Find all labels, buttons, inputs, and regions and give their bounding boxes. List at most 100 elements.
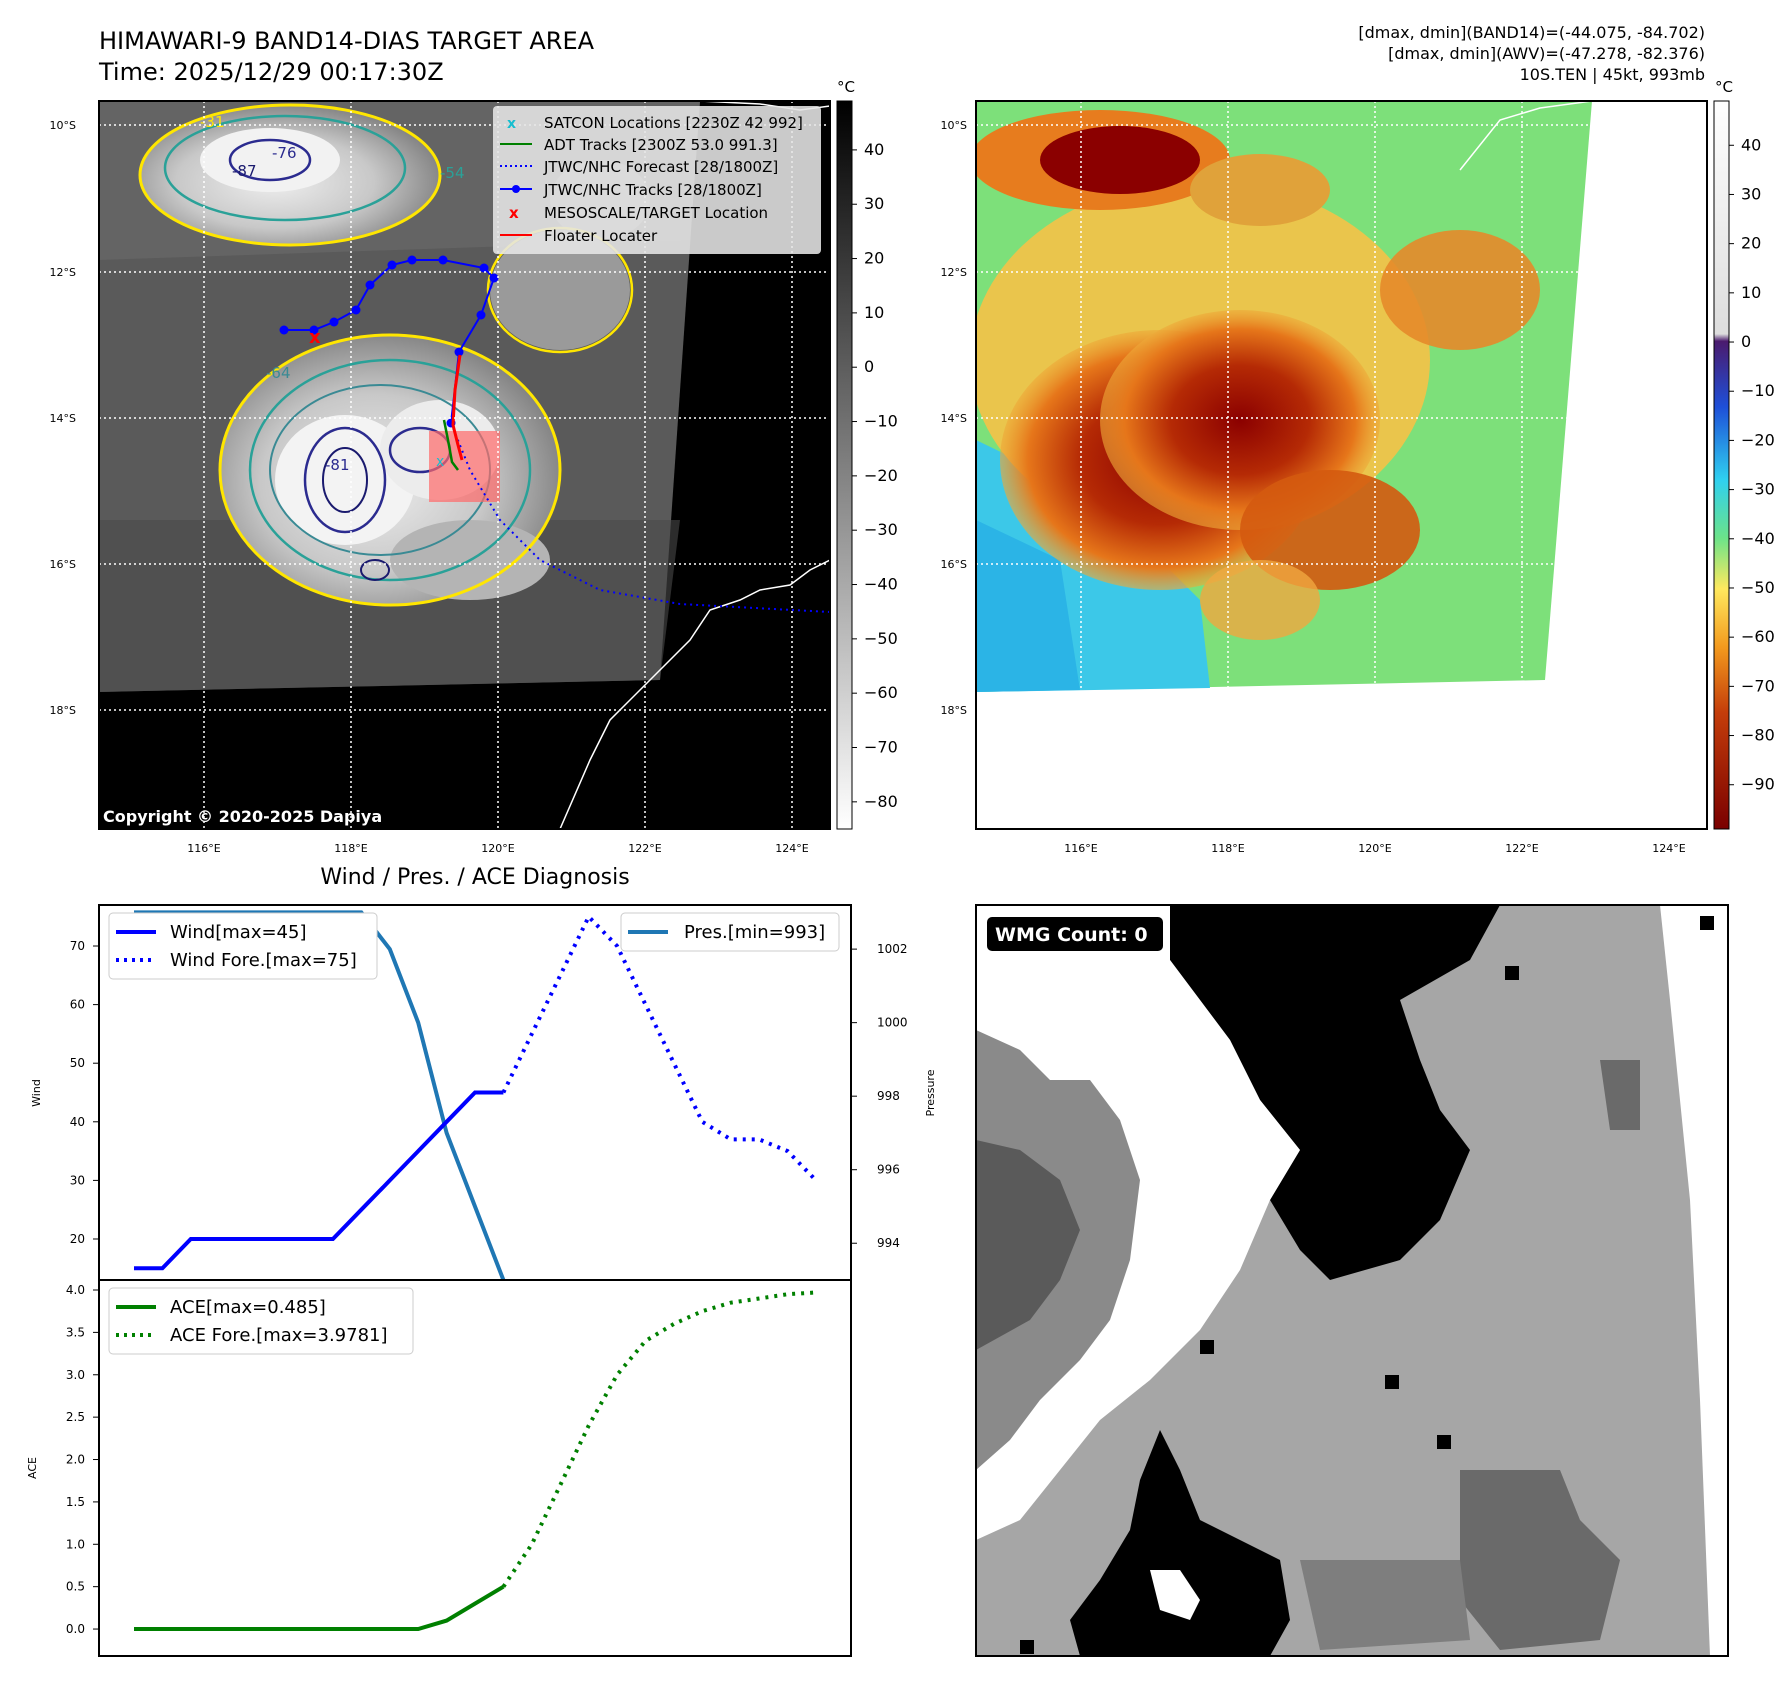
lat-labels-right: 10°S 12°S 14°S 16°S 18°S bbox=[941, 119, 967, 717]
y-tick-label: 2.0 bbox=[66, 1453, 85, 1467]
wind-ylabel: Wind bbox=[30, 1079, 43, 1107]
map-gridlines bbox=[99, 101, 830, 829]
mesoscale-target-box bbox=[429, 431, 500, 502]
svg-text:116°E: 116°E bbox=[1064, 842, 1097, 855]
svg-text:120°E: 120°E bbox=[481, 842, 514, 855]
y-tick-label: 4.0 bbox=[66, 1283, 85, 1297]
awv-gridlines bbox=[976, 101, 1707, 829]
colorbar-tick-label: −50 bbox=[1741, 578, 1775, 597]
colorbar-tick-label: −40 bbox=[1741, 529, 1775, 548]
contour-87 bbox=[322, 447, 368, 513]
y2-tick-label: 998 bbox=[877, 1089, 900, 1103]
contour-label: -64 bbox=[266, 364, 291, 382]
lon-labels-left: 116°E 118°E 120°E 122°E 124°E bbox=[187, 842, 808, 855]
y-tick-label: 3.0 bbox=[66, 1368, 85, 1382]
ir-map-panel: -31 -54 -64 -76 -81 -87 x x bbox=[99, 101, 830, 829]
series-line-0-2 bbox=[134, 910, 506, 1281]
pressure-ylabel: Pressure bbox=[924, 1069, 937, 1116]
coastline bbox=[559, 559, 830, 829]
colorbar-tick-label: −30 bbox=[864, 520, 898, 539]
series-line-0-0 bbox=[134, 1090, 504, 1271]
contour-label: -87 bbox=[232, 162, 257, 180]
svg-text:14°S: 14°S bbox=[50, 412, 76, 425]
wmg-black-region-bottom bbox=[1070, 1430, 1290, 1656]
colorbar-tick-label: 10 bbox=[864, 303, 884, 322]
legend-satcon: SATCON Locations [2230Z 42 992] bbox=[544, 114, 803, 132]
contour-label: -31 bbox=[200, 113, 225, 131]
lat-labels-left: 10°S 12°S 14°S 16°S 18°S bbox=[50, 119, 76, 717]
lon-labels-right: 116°E 118°E 120°E 122°E 124°E bbox=[1064, 842, 1685, 855]
svg-text:12°S: 12°S bbox=[941, 266, 967, 279]
colorbar-tick-label: −60 bbox=[1741, 627, 1775, 646]
colorbar-tick-label: −10 bbox=[864, 412, 898, 431]
colorbar-tick-label: −70 bbox=[1741, 676, 1775, 695]
y-tick-label: 2.5 bbox=[66, 1410, 85, 1424]
colorbar-gray: °C 40 30 20 10 0 −10 −20 −30 −40 −50 −60 −70 −80 bbox=[836, 78, 898, 830]
svg-text:118°E: 118°E bbox=[334, 842, 367, 855]
colorbar-tick-label: −10 bbox=[1741, 381, 1775, 400]
ace-legend: ACE[max=0.485] ACE Fore.[max=3.9781] bbox=[108, 1287, 414, 1355]
colorbar-tick-label: −20 bbox=[1741, 430, 1775, 449]
contour-54 bbox=[248, 358, 532, 582]
awv-map-panel bbox=[976, 101, 1707, 829]
y-tick-label: 70 bbox=[70, 939, 85, 953]
y-tick-label: 0.0 bbox=[66, 1622, 85, 1636]
storm-info: 10S.TEN | 45kt, 993mb bbox=[1520, 65, 1705, 84]
y-tick-label: 30 bbox=[70, 1173, 85, 1187]
contour-31 bbox=[218, 333, 562, 607]
diag-title: Wind / Pres. / ACE Diagnosis bbox=[320, 865, 629, 890]
svg-text:18°S: 18°S bbox=[50, 704, 76, 717]
legend-forecast: JTWC/NHC Forecast [28/1800Z] bbox=[543, 158, 778, 176]
wmg-panel: WMG Count: 0 bbox=[975, 904, 1729, 1657]
copyright: Copyright © 2020-2025 Dapiya bbox=[103, 807, 382, 826]
svg-text:122°E: 122°E bbox=[628, 842, 661, 855]
svg-text:122°E: 122°E bbox=[1505, 842, 1538, 855]
satcon-marker: x bbox=[436, 454, 444, 470]
colorbar-tick-label: 40 bbox=[864, 140, 884, 159]
adt-track bbox=[442, 419, 459, 471]
colorbar-tick-label: −60 bbox=[864, 683, 898, 702]
figure-title: HIMAWARI-9 BAND14-DIAS TARGET AREA bbox=[99, 27, 595, 55]
y-tick-label: 1.0 bbox=[66, 1537, 85, 1551]
colorbar-tick-label: 30 bbox=[1741, 184, 1761, 203]
legend-ace: ACE[max=0.485] bbox=[170, 1297, 326, 1318]
y-tick-label: 60 bbox=[70, 998, 85, 1012]
svg-text:10°S: 10°S bbox=[50, 119, 76, 132]
svg-text:116°E: 116°E bbox=[187, 842, 220, 855]
svg-text:14°S: 14°S bbox=[941, 412, 967, 425]
colorbar-color: °C 40 30 20 10 0 −10 −20 −30 −40 −50 −60 −70 −80 −90 bbox=[1713, 78, 1775, 830]
y-tick-label: 3.5 bbox=[66, 1325, 85, 1339]
legend-target-icon: x bbox=[509, 204, 519, 222]
dm-band14: [dmax, dmin](BAND14)=(-44.075, -84.702) bbox=[1358, 23, 1705, 42]
svg-text:18°S: 18°S bbox=[941, 704, 967, 717]
svg-text:10°S: 10°S bbox=[941, 119, 967, 132]
wind-pressure-chart: 20 30 40 50 60 70 994 996 998 1000 1002 Wind Pres… bbox=[30, 904, 937, 1281]
legend-target: MESOSCALE/TARGET Location bbox=[544, 204, 768, 222]
ace-ylabel: ACE bbox=[26, 1457, 39, 1479]
svg-text:12°S: 12°S bbox=[50, 266, 76, 279]
legend-wind-fore: Wind Fore.[max=75] bbox=[170, 950, 357, 971]
colorbar-tick-label: 20 bbox=[864, 249, 884, 268]
y-tick-label: 20 bbox=[70, 1232, 85, 1246]
colorbar-gray-unit: °C bbox=[837, 78, 855, 96]
colorbar-tick-label: −80 bbox=[1741, 726, 1775, 745]
svg-text:16°S: 16°S bbox=[50, 558, 76, 571]
figure-time: Time: 2025/12/29 00:17:30Z bbox=[98, 58, 444, 86]
target-marker: x bbox=[309, 327, 321, 348]
series-line-0-1 bbox=[501, 913, 818, 1182]
colorbar-tick-label: 30 bbox=[864, 194, 884, 213]
colorbar-tick-label: 0 bbox=[864, 357, 874, 376]
legend-floater: Floater Locater bbox=[544, 227, 658, 245]
legend-pres: Pres.[min=993] bbox=[684, 922, 825, 943]
series-line-1-0 bbox=[134, 1584, 505, 1631]
svg-text:120°E: 120°E bbox=[1358, 842, 1391, 855]
legend-satcon-icon: x bbox=[507, 116, 516, 132]
colorbar-tick-label: 40 bbox=[1741, 135, 1761, 154]
contour-label: -54 bbox=[440, 164, 465, 182]
contour-label: -76 bbox=[272, 144, 297, 162]
dm-awv: [dmax, dmin](AWV)=(-47.278, -82.376) bbox=[1388, 44, 1705, 63]
wind-legend: Wind[max=45] Wind Fore.[max=75] bbox=[108, 912, 378, 980]
legend-wind: Wind[max=45] bbox=[170, 922, 307, 943]
svg-text:118°E: 118°E bbox=[1211, 842, 1244, 855]
